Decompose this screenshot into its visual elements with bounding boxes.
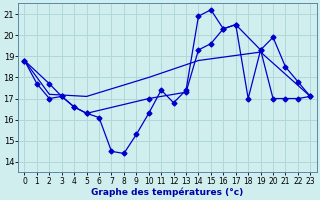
X-axis label: Graphe des températures (°c): Graphe des températures (°c) (91, 187, 244, 197)
